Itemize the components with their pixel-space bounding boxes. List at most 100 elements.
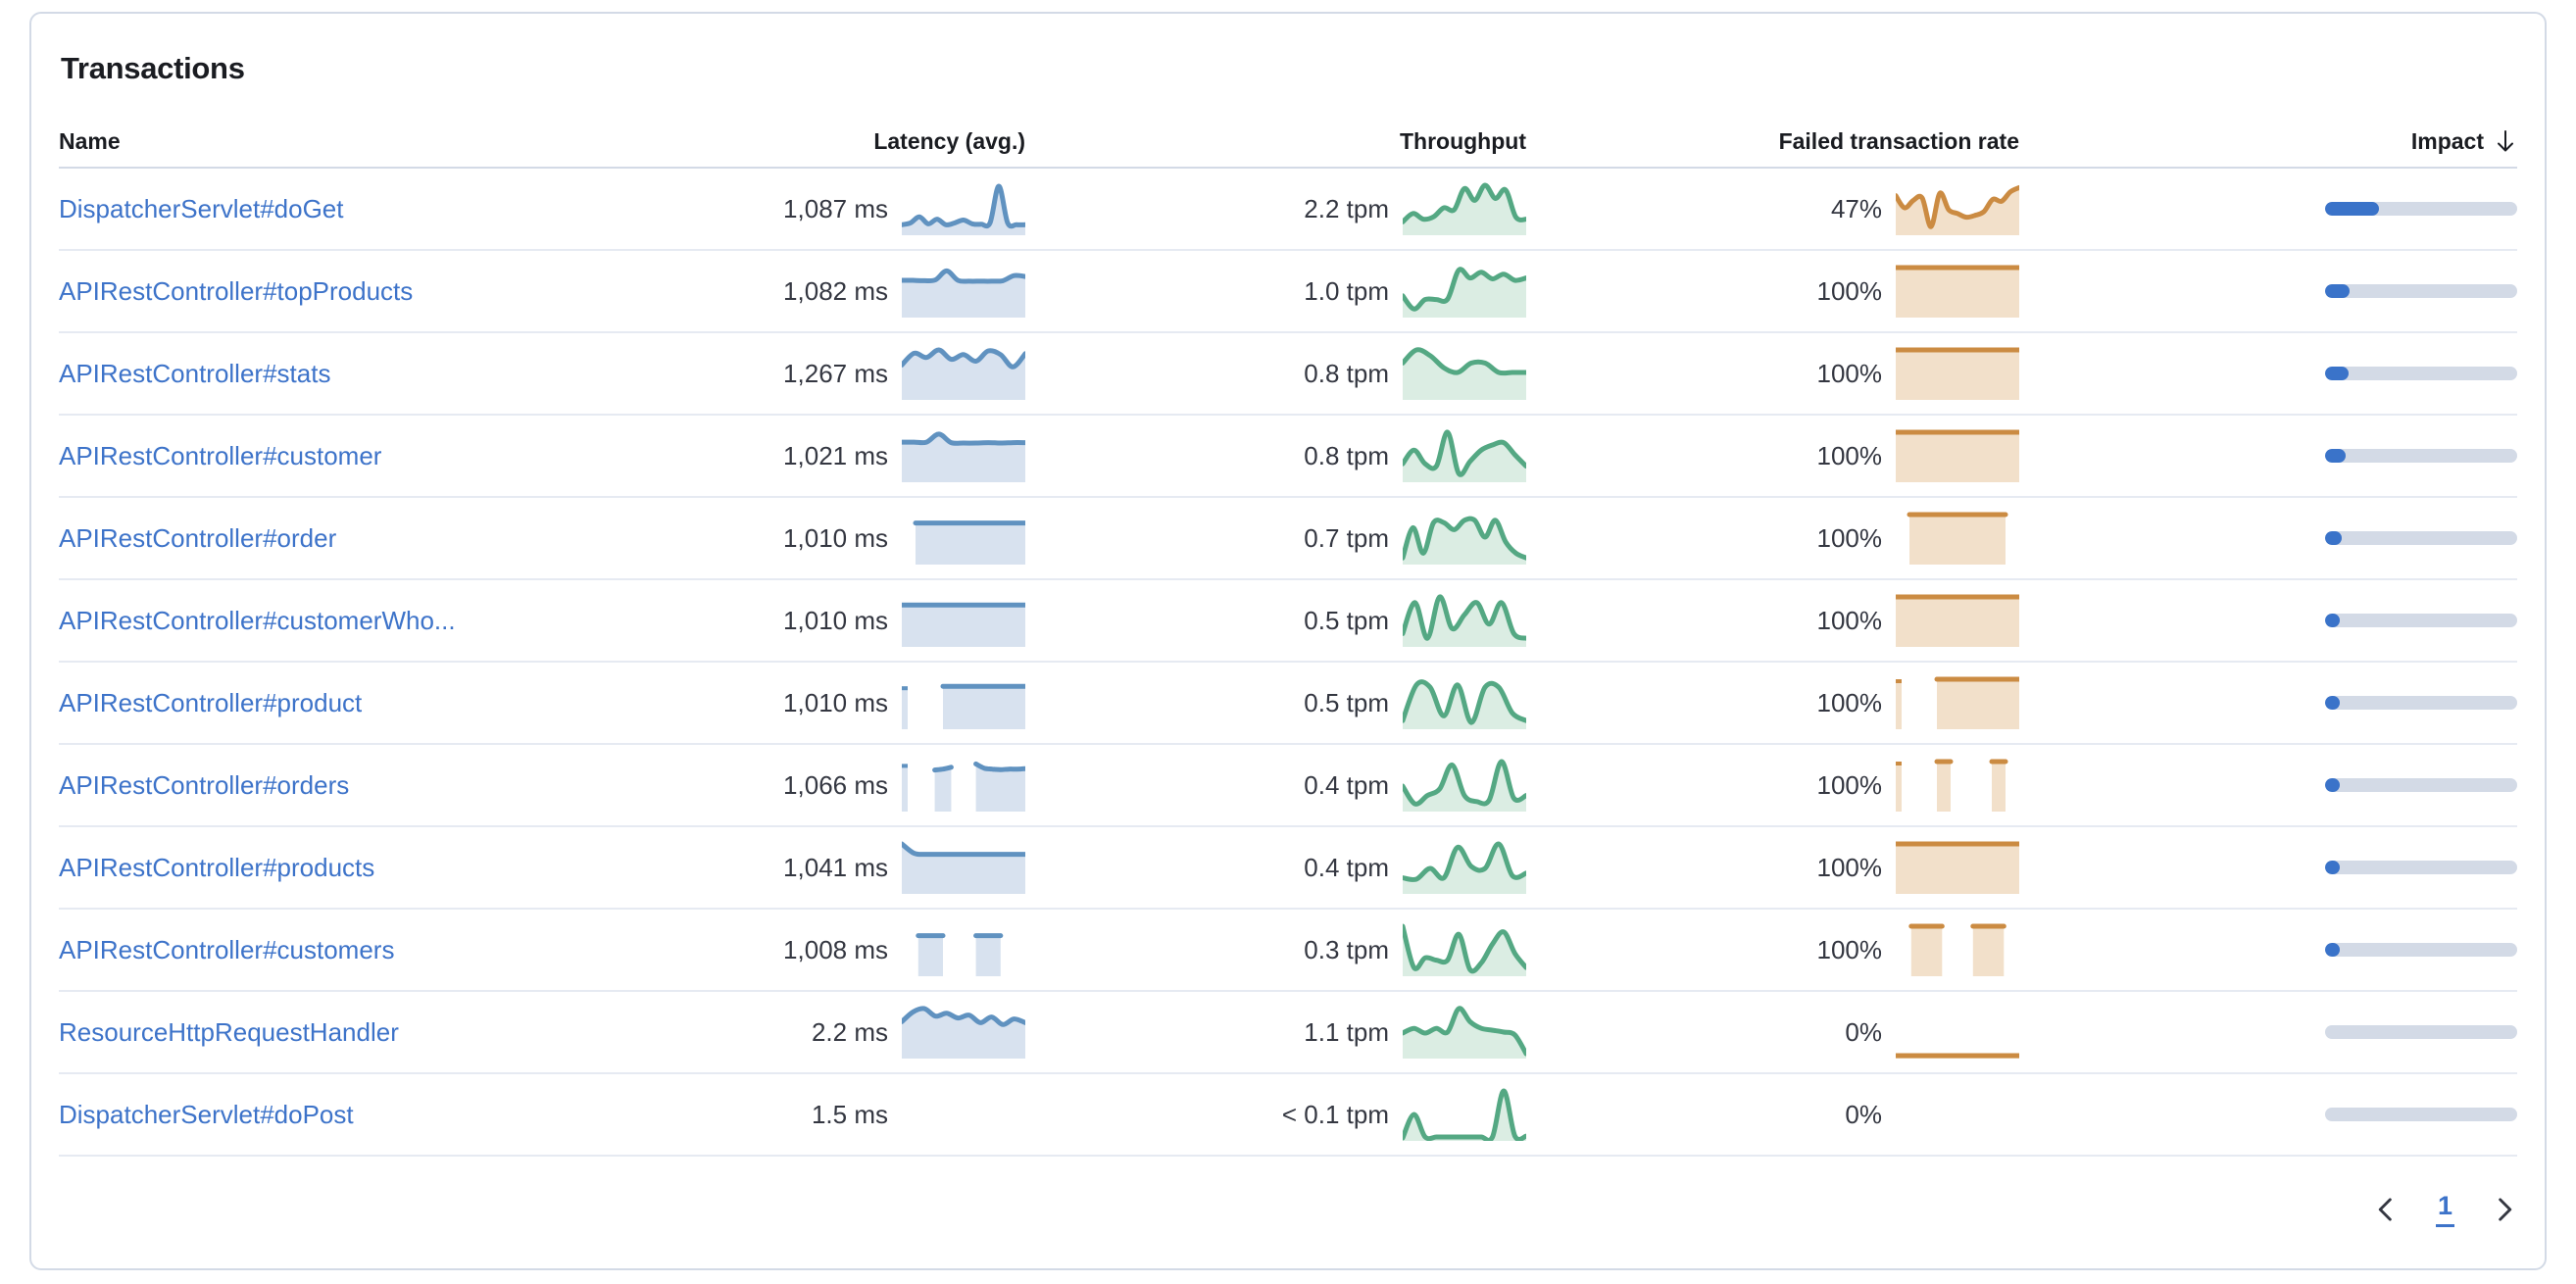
failed-rate-sparkline: [1896, 676, 2022, 729]
panel-title: Transactions: [61, 51, 245, 85]
table-row: APIRestController#orders 1,066 ms 0.4 tp…: [59, 745, 2517, 827]
failed-rate-cell: 100%: [1526, 265, 2022, 318]
impact-cell: [2019, 202, 2517, 216]
latency-sparkline: [899, 265, 1028, 318]
failed-rate-value: 100%: [1816, 522, 1883, 553]
impact-bar: [2325, 778, 2517, 792]
impact-bar: [2325, 696, 2517, 710]
throughput-cell: 1.0 tpm: [1025, 265, 1529, 318]
failed-rate-value: 100%: [1816, 275, 1883, 306]
table-row: APIRestController#customer 1,021 ms 0.8 …: [59, 416, 2517, 498]
latency-value: 1,010 ms: [783, 522, 888, 553]
throughput-cell: 0.8 tpm: [1025, 429, 1529, 482]
throughput-sparkline: [1400, 1006, 1529, 1059]
transaction-link[interactable]: APIRestController#products: [59, 852, 375, 882]
impact-bar-fill: [2325, 449, 2346, 463]
latency-value: 1,010 ms: [783, 605, 888, 635]
previous-page-button[interactable]: [2373, 1195, 2399, 1224]
failed-rate-cell: 100%: [1526, 923, 2019, 976]
transaction-link[interactable]: APIRestController#customerWho...: [59, 605, 456, 635]
latency-cell: 1,010 ms: [614, 512, 1028, 565]
impact-bar-fill: [2325, 943, 2340, 957]
impact-bar-fill: [2325, 284, 2350, 298]
failed-rate-cell: 100%: [1526, 594, 2022, 647]
latency-cell: 1,021 ms: [614, 429, 1028, 482]
throughput-value: 0.4 tpm: [1304, 852, 1389, 882]
latency-sparkline: [902, 1088, 1025, 1141]
latency-value: 1,087 ms: [783, 193, 888, 223]
pagination: 1: [59, 1191, 2517, 1227]
throughput-value: 1.0 tpm: [1304, 275, 1389, 306]
impact-bar-fill: [2325, 696, 2340, 710]
throughput-sparkline: [1400, 429, 1529, 482]
table-row: APIRestController#stats 1,267 ms 0.8 tpm…: [59, 333, 2517, 416]
latency-sparkline: [899, 429, 1028, 482]
throughput-value: 0.3 tpm: [1304, 934, 1389, 964]
impact-bar: [2325, 202, 2517, 216]
latency-sparkline: [902, 676, 1028, 729]
throughput-value: 0.7 tpm: [1304, 522, 1389, 553]
column-header-throughput[interactable]: Throughput: [1399, 127, 1526, 154]
transaction-link[interactable]: APIRestController#order: [59, 522, 337, 553]
failed-rate-sparkline: [1893, 347, 2022, 400]
throughput-value: < 0.1 tpm: [1281, 1099, 1389, 1129]
impact-bar-fill: [2325, 614, 2340, 627]
table-row: APIRestController#customers 1,008 ms 0.3…: [59, 910, 2517, 992]
latency-sparkline: [899, 182, 1028, 235]
transaction-link[interactable]: APIRestController#orders: [59, 769, 350, 800]
impact-cell: [2019, 943, 2517, 957]
column-header-failed-rate[interactable]: Failed transaction rate: [1778, 127, 2019, 154]
column-header-name: Name: [59, 127, 121, 154]
table-body: DispatcherServlet#doGet 1,087 ms 2.2 tpm…: [59, 169, 2517, 1157]
transaction-link[interactable]: APIRestController#stats: [59, 358, 331, 388]
failed-rate-sparkline: [1893, 429, 2022, 482]
latency-sparkline: [902, 759, 1028, 812]
latency-cell: 1,010 ms: [614, 676, 1028, 729]
throughput-cell: < 0.1 tpm: [1025, 1088, 1529, 1143]
failed-rate-sparkline: [1893, 841, 2022, 894]
transaction-link[interactable]: ResourceHttpRequestHandler: [59, 1016, 399, 1047]
throughput-cell: 0.5 tpm: [1025, 676, 1529, 729]
failed-rate-cell: 100%: [1526, 512, 2019, 565]
column-header-latency[interactable]: Latency (avg.): [873, 127, 1025, 154]
throughput-sparkline: [1400, 347, 1529, 400]
impact-bar: [2325, 449, 2517, 463]
impact-cell: [2019, 284, 2517, 298]
transaction-link[interactable]: DispatcherServlet#doGet: [59, 193, 344, 223]
impact-bar-fill: [2325, 202, 2379, 216]
impact-cell: [2019, 861, 2517, 874]
transaction-link[interactable]: APIRestController#customer: [59, 440, 382, 470]
page-1-button[interactable]: 1: [2435, 1191, 2454, 1227]
throughput-sparkline: [1400, 923, 1529, 976]
failed-rate-cell: 100%: [1526, 347, 2022, 400]
throughput-cell: 1.1 tpm: [1025, 1006, 1529, 1059]
throughput-cell: 0.4 tpm: [1025, 841, 1529, 894]
failed-rate-value: 0%: [1845, 1099, 1882, 1129]
impact-bar: [2325, 1108, 2517, 1121]
next-page-button[interactable]: [2492, 1195, 2517, 1224]
latency-value: 1,008 ms: [783, 934, 888, 964]
latency-sparkline: [899, 594, 1028, 647]
latency-cell: 1,066 ms: [614, 759, 1028, 812]
transaction-link[interactable]: APIRestController#customers: [59, 934, 395, 964]
table-row: APIRestController#product 1,010 ms 0.5 t…: [59, 663, 2517, 745]
transaction-link[interactable]: DispatcherServlet#doPost: [59, 1099, 354, 1129]
throughput-cell: 0.4 tpm: [1025, 759, 1529, 812]
failed-rate-value: 100%: [1816, 687, 1883, 717]
throughput-cell: 0.7 tpm: [1025, 512, 1529, 565]
latency-sparkline: [899, 1006, 1028, 1059]
impact-cell: [2019, 449, 2517, 463]
failed-rate-cell: 0%: [1526, 1006, 2022, 1059]
throughput-value: 0.4 tpm: [1304, 769, 1389, 800]
transaction-link[interactable]: APIRestController#topProducts: [59, 275, 414, 306]
latency-cell: 2.2 ms: [614, 1006, 1028, 1059]
table-row: APIRestController#products 1,041 ms 0.4 …: [59, 827, 2517, 910]
latency-cell: 1,087 ms: [614, 182, 1028, 235]
failed-rate-cell: 47%: [1526, 182, 2022, 235]
throughput-sparkline: [1400, 512, 1529, 565]
throughput-cell: 0.5 tpm: [1025, 594, 1529, 647]
failed-rate-sparkline: [1893, 265, 2022, 318]
impact-bar: [2325, 367, 2517, 380]
column-header-impact[interactable]: Impact: [2019, 128, 2517, 155]
transaction-link[interactable]: APIRestController#product: [59, 687, 363, 717]
